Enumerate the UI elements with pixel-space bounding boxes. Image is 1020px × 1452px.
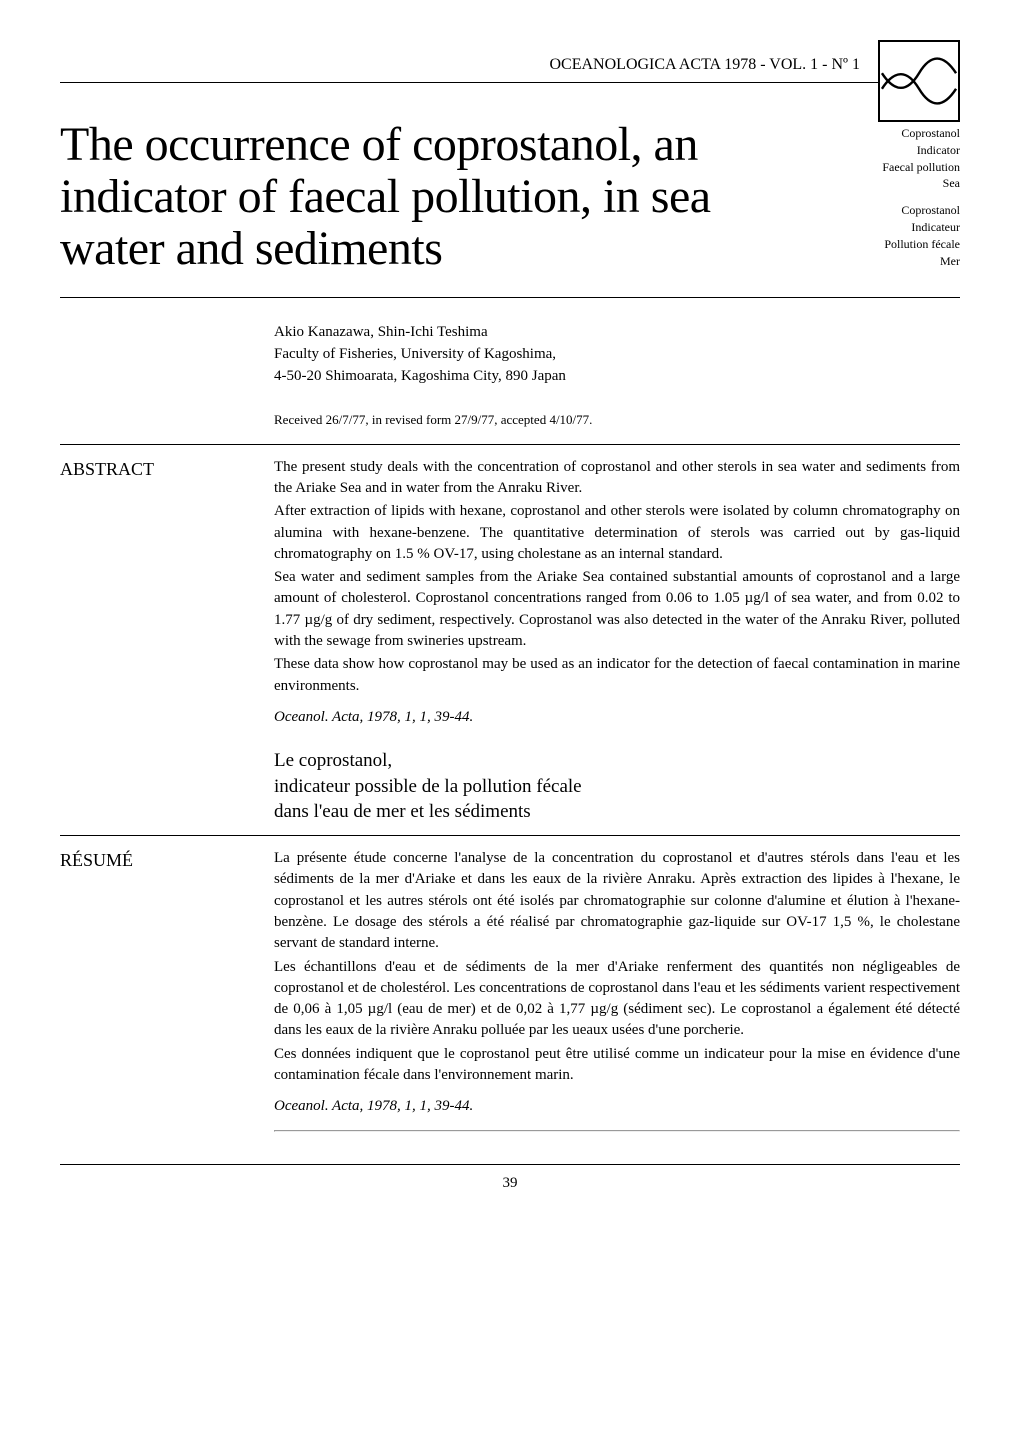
keyword: Coprostanol [810, 202, 960, 219]
divider [274, 1130, 960, 1132]
title-text: The occurrence of coprostanol, an indica… [60, 118, 711, 275]
keywords-block: Coprostanol Indicator Faecal pollution S… [810, 119, 960, 279]
keyword: Sea [810, 175, 960, 192]
subtitle-line: indicateur possible de la pollution féca… [274, 774, 960, 800]
divider [60, 297, 960, 298]
keyword: Indicateur [810, 219, 960, 236]
abstract-para: These data show how coprostanol may be u… [274, 654, 960, 697]
journal-header: OCEANOLOGICA ACTA 1978 - VOL. 1 - Nº 1 [60, 56, 878, 80]
title-zone: The occurrence of coprostanol, an indica… [60, 119, 960, 279]
keyword: Pollution fécale [810, 236, 960, 253]
resume-para: Les échantillons d'eau et de sédiments d… [274, 957, 960, 1042]
keyword: Mer [810, 253, 960, 270]
affiliation: Faculty of Fisheries, University of Kago… [274, 344, 960, 366]
keyword: Coprostanol [810, 125, 960, 142]
keyword: Indicator [810, 142, 960, 159]
keywords-fr: Coprostanol Indicateur Pollution fécale … [810, 202, 960, 269]
abstract-body: The present study deals with the concent… [274, 457, 960, 731]
abstract-para: After extraction of lipids with hexane, … [274, 501, 960, 565]
affiliation: 4-50-20 Shimoarata, Kagoshima City, 890 … [274, 366, 960, 388]
french-subtitle: Le coprostanol, indicateur possible de l… [274, 748, 960, 825]
keywords-en: Coprostanol Indicator Faecal pollution S… [810, 125, 960, 192]
author-names: Akio Kanazawa, Shin-Ichi Teshima [274, 322, 960, 344]
resume-label: RÉSUMÉ [60, 848, 274, 1144]
resume-para: La présente étude concerne l'analyse de … [274, 848, 960, 954]
resume-body: La présente étude concerne l'analyse de … [274, 848, 960, 1144]
subtitle-line: Le coprostanol, [274, 748, 960, 774]
header-row: OCEANOLOGICA ACTA 1978 - VOL. 1 - Nº 1 [60, 40, 960, 83]
journal-logo [878, 40, 960, 122]
received-line: Received 26/7/77, in revised form 27/9/7… [274, 412, 960, 428]
authors-block: Akio Kanazawa, Shin-Ichi Teshima Faculty… [274, 322, 960, 387]
citation: Oceanol. Acta, 1978, 1, 1, 39-44. [274, 707, 960, 728]
citation-text: Oceanol. Acta, 1978, 1, 1, 39-44. [274, 1098, 473, 1114]
citation: Oceanol. Acta, 1978, 1, 1, 39-44. [274, 1096, 960, 1117]
abstract-para: The present study deals with the concent… [274, 457, 960, 500]
subtitle-line: dans l'eau de mer et les sédiments [274, 799, 960, 825]
page-number: 39 [60, 1164, 960, 1192]
resume-section: RÉSUMÉ La présente étude concerne l'anal… [60, 835, 960, 1144]
abstract-label: ABSTRACT [60, 457, 274, 731]
citation-text: Oceanol. Acta, 1978, 1, 1, 39-44. [274, 709, 473, 725]
article-title: The occurrence of coprostanol, an indica… [60, 119, 810, 279]
keyword: Faecal pollution [810, 159, 960, 176]
abstract-para: Sea water and sediment samples from the … [274, 567, 960, 652]
resume-para: Ces données indiquent que le coprostanol… [274, 1044, 960, 1087]
abstract-section: ABSTRACT The present study deals with th… [60, 444, 960, 731]
